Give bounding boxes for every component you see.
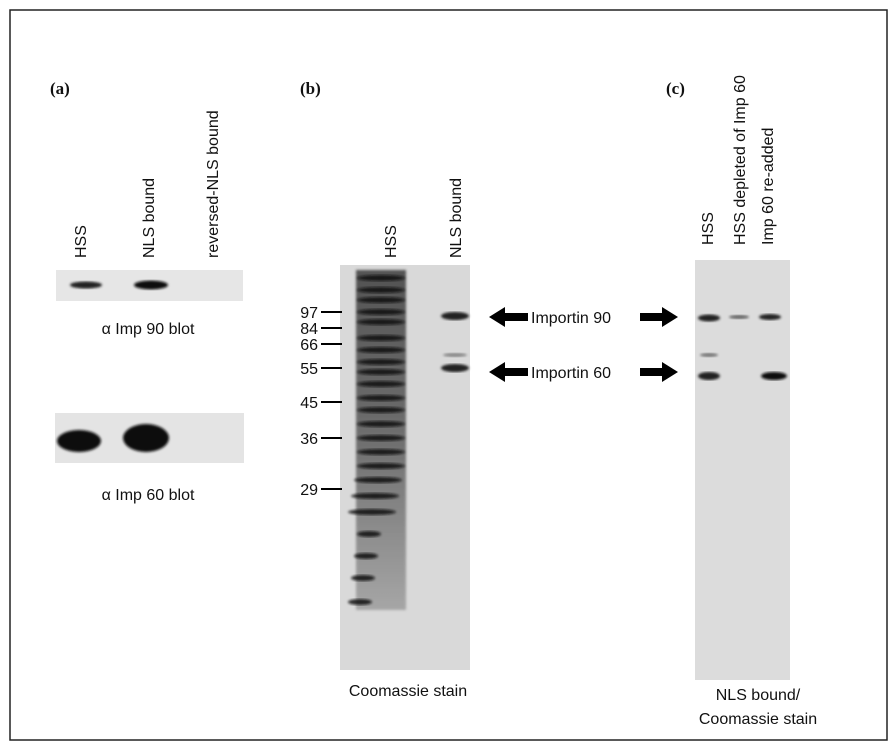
arrow-label: Importin 60 [531, 365, 611, 382]
lane-label: HSS [73, 225, 90, 258]
band [357, 435, 405, 441]
marker-label: 84 [300, 321, 318, 338]
blot-caption: α Imp 90 blot [102, 321, 195, 338]
band [357, 319, 405, 325]
marker-label: 97 [300, 305, 318, 322]
lane-label: reversed-NLS bound [205, 110, 222, 258]
band [698, 315, 720, 322]
band [354, 477, 402, 483]
caption: NLS bound/ [716, 687, 801, 704]
marker-label: 55 [300, 361, 318, 378]
band [70, 282, 102, 289]
band [357, 359, 405, 365]
band [348, 509, 396, 515]
band [354, 553, 378, 559]
band [357, 449, 405, 455]
band [351, 575, 375, 581]
band [357, 335, 405, 341]
band [761, 372, 787, 380]
caption: Coomassie stain [349, 683, 467, 700]
panel-label: (c) [666, 79, 685, 98]
band [351, 493, 399, 499]
lane-label: HSS [700, 212, 717, 245]
band [441, 364, 469, 372]
band [441, 312, 469, 320]
band [134, 281, 168, 290]
band [700, 353, 718, 357]
marker-label: 36 [300, 431, 318, 448]
marker-label: 66 [300, 337, 318, 354]
caption: Coomassie stain [699, 711, 817, 728]
lane-label: NLS bound [141, 178, 158, 258]
marker-label: 29 [300, 482, 318, 499]
band [357, 275, 405, 281]
band [729, 315, 749, 319]
panel-label: (b) [300, 79, 321, 98]
blot-caption: α Imp 60 blot [102, 487, 195, 504]
band [443, 353, 467, 357]
band [348, 599, 372, 605]
band [759, 314, 781, 320]
band [357, 297, 405, 303]
band [357, 381, 405, 387]
lane-label: HSS depleted of Imp 60 [732, 75, 749, 245]
arrow-label: Importin 90 [531, 310, 611, 327]
band [698, 372, 720, 380]
band [357, 463, 405, 469]
band [357, 347, 405, 353]
band [357, 421, 405, 427]
panel-label: (a) [50, 79, 70, 98]
figure: (a) HSS NLS bound reversed-NLS bound α I… [0, 0, 888, 741]
band [357, 407, 405, 413]
band [357, 531, 381, 537]
band [357, 395, 405, 401]
gel [695, 260, 790, 680]
marker-label: 45 [300, 395, 318, 412]
lane-label: Imp 60 re-added [760, 128, 777, 245]
band [57, 430, 101, 452]
lane-label: HSS [383, 225, 400, 258]
lane-label: NLS bound [448, 178, 465, 258]
band [357, 369, 405, 375]
band [123, 424, 169, 452]
band [357, 309, 405, 315]
band [357, 287, 405, 293]
